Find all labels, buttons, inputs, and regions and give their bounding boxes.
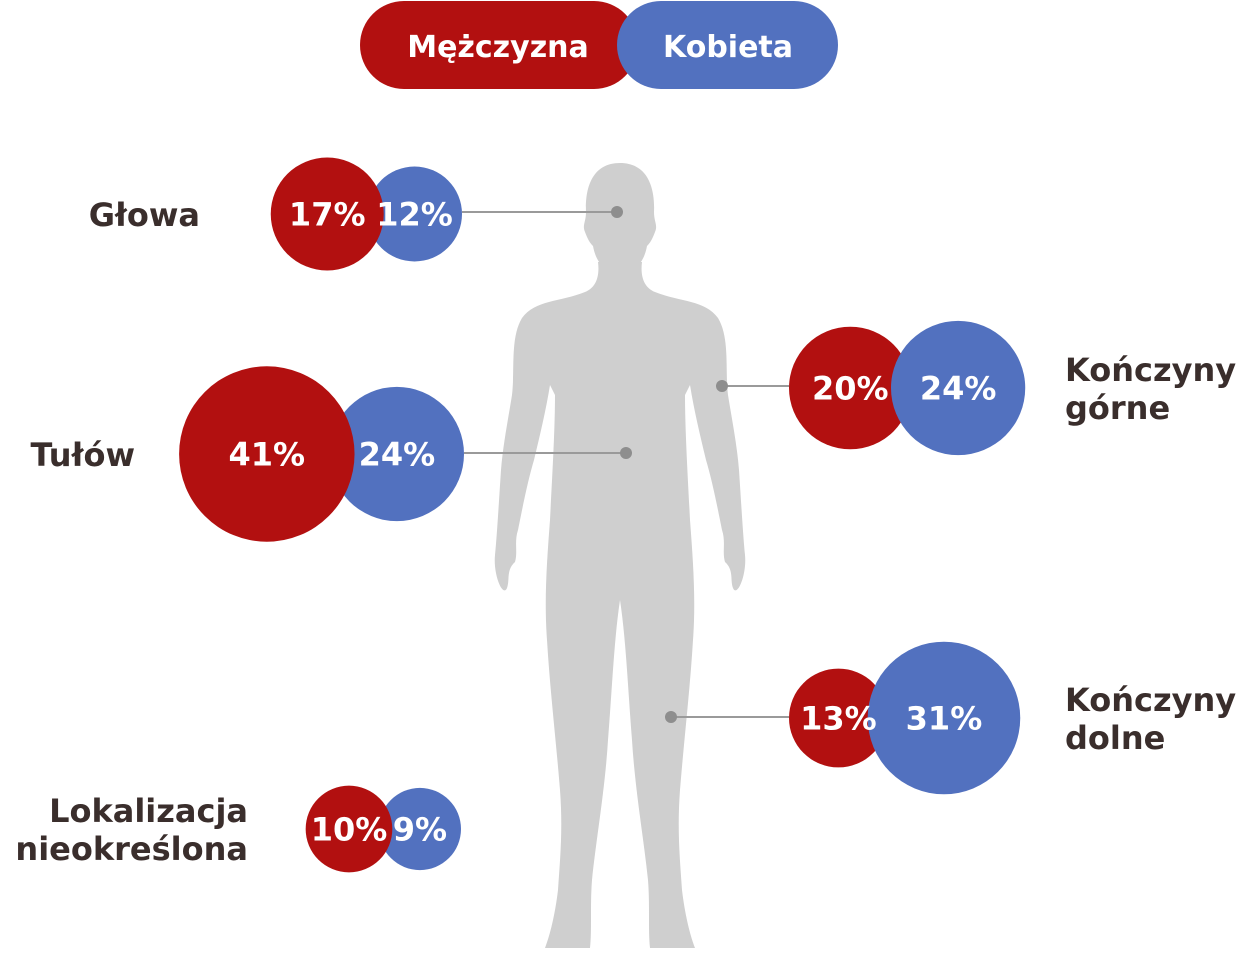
bubble-female-cat-1 — [329, 386, 464, 522]
value-label-female-cat-1: 24% — [359, 436, 436, 474]
leader-lines — [462, 206, 789, 723]
region-label-cat-2-line-1: nieokreślona — [15, 830, 248, 868]
value-label-female-cat-3: 24% — [920, 370, 997, 408]
value-label-female-cat-2: 9% — [393, 811, 447, 849]
value-label-male-cat-0: 17% — [289, 196, 366, 234]
leader-dot-cat-0 — [611, 206, 623, 218]
bubble-male-cat-4 — [789, 668, 888, 768]
bubble-male-cat-3 — [789, 326, 912, 450]
leader-dot-cat-4 — [665, 711, 677, 723]
leader-dot-cat-1 — [620, 447, 632, 459]
value-label-male-cat-1: 41% — [229, 436, 306, 474]
value-label-male-cat-4: 13% — [800, 700, 877, 738]
human-body-silhouette-icon — [494, 163, 746, 948]
region-label-cat-4-line-0: Kończyny — [1065, 681, 1236, 719]
legend-pill-female — [617, 1, 838, 89]
leader-dot-cat-3 — [716, 380, 728, 392]
legend-label-male: Mężczyzna — [407, 30, 589, 65]
value-label-male-cat-2: 10% — [311, 811, 388, 849]
value-label-male-cat-3: 20% — [812, 370, 889, 408]
bubble-female-cat-3 — [890, 320, 1026, 456]
legend-label-female: Kobieta — [663, 30, 793, 65]
value-label-female-cat-0: 12% — [376, 196, 453, 234]
region-label-cat-2-line-0: Lokalizacja — [49, 792, 248, 830]
bubble-male-cat-1 — [179, 366, 355, 542]
legend: Mężczyzna Kobieta — [360, 1, 838, 89]
legend-pill-male — [360, 1, 638, 89]
bubble-female-cat-0 — [367, 166, 462, 262]
region-label-cat-0-line-0: Głowa — [89, 196, 200, 234]
bubble-female-cat-4 — [867, 641, 1021, 795]
bubbles: 17% 12% 41% 24% 10% 9% 20% 24% 13% 31% — [179, 157, 1026, 873]
value-label-female-cat-4: 31% — [906, 700, 983, 738]
bubble-male-cat-0 — [270, 157, 384, 271]
bubble-male-cat-2 — [305, 785, 393, 873]
region-label-cat-3-line-0: Kończyny — [1065, 351, 1236, 389]
silhouette-head — [583, 163, 657, 274]
silhouette-body — [494, 262, 746, 948]
region-label-cat-3-line-1: górne — [1065, 389, 1170, 427]
region-label-cat-4-line-1: dolne — [1065, 719, 1165, 757]
region-label-cat-1-line-0: Tułów — [30, 436, 135, 474]
bubble-female-cat-2 — [378, 787, 461, 871]
